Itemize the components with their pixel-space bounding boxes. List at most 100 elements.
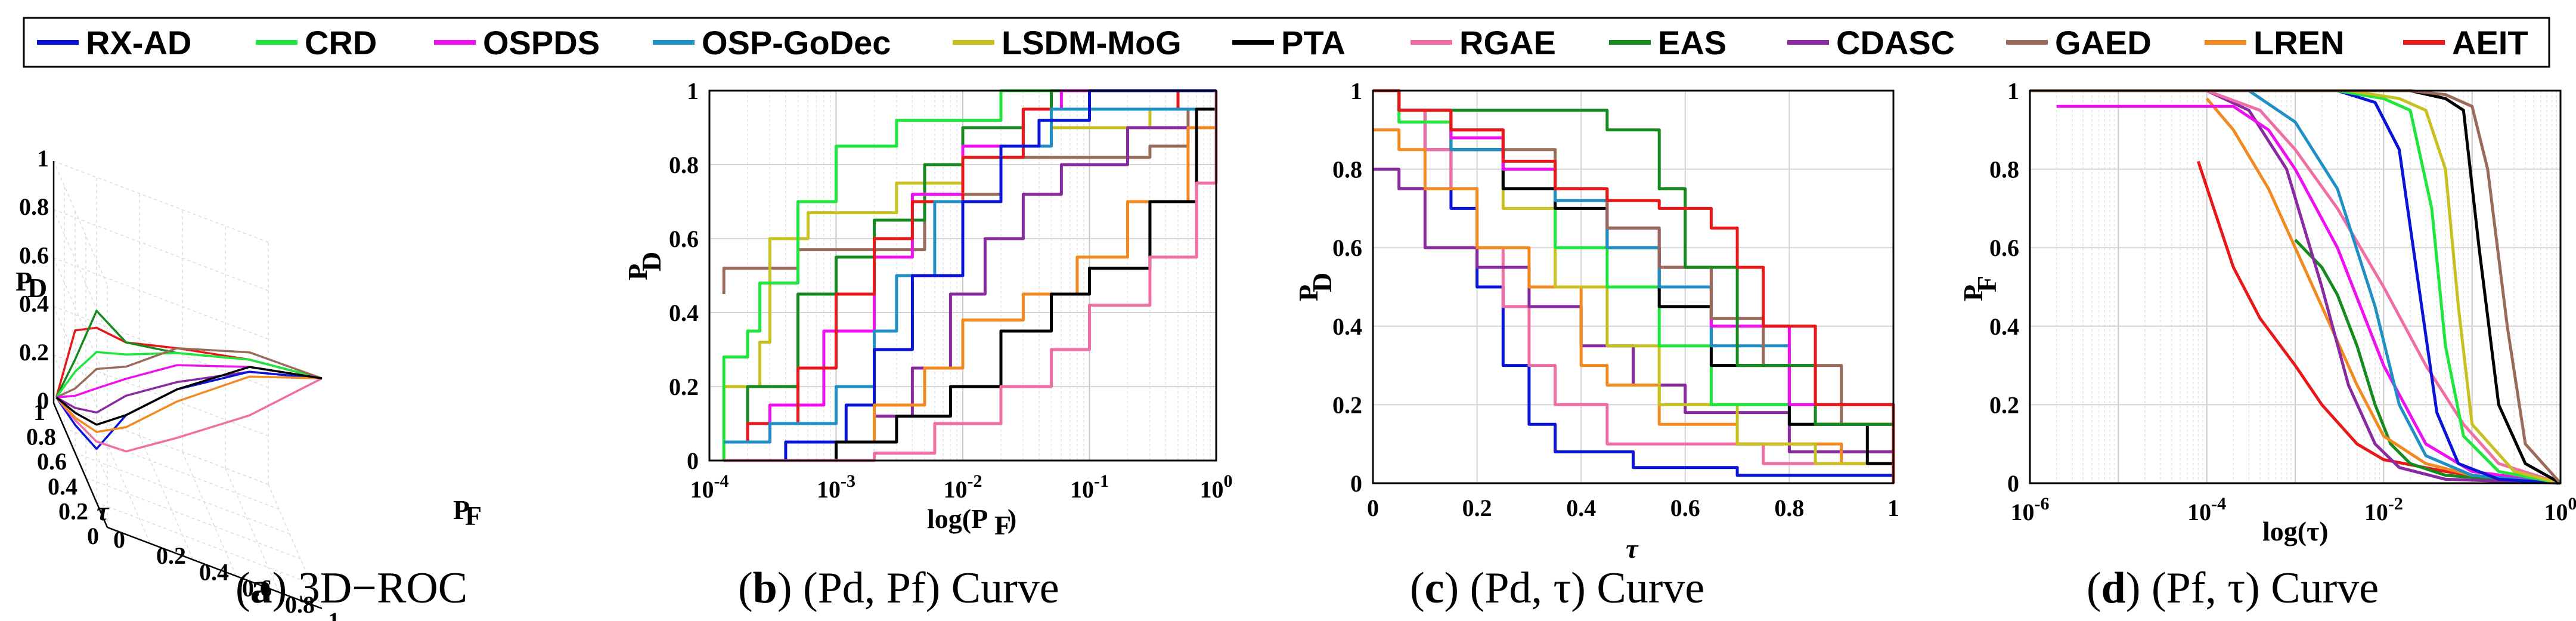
z-tick-label: 0 <box>37 387 49 414</box>
svg-text:D: D <box>636 252 667 271</box>
y-tick-label: 0.2 <box>1989 391 2019 418</box>
pf-tick-label: 1 <box>328 607 340 621</box>
tick-label: 10-3 <box>817 471 855 503</box>
legend-label: PTA <box>1281 24 1346 61</box>
tau-tick-label: 0 <box>87 523 99 549</box>
d-ticks: 0 0.2 0.4 0.6 0.8 1 10-6 10-4 10-2 100 <box>1989 78 2576 526</box>
legend: RX-AD CRD OSPDS OSP-GoDec LSDM-MoG PTA RGAE EAS… <box>23 17 2550 68</box>
d-series <box>2030 89 2562 485</box>
y-tick-label: 0.6 <box>1332 234 1362 261</box>
gridline-3d <box>53 258 108 382</box>
legend-item-rgae: RGAE <box>1411 24 1556 61</box>
svg-text:P: P <box>1293 285 1323 301</box>
svg-text:F: F <box>465 500 482 531</box>
tau-tick-label: 1 <box>33 398 45 425</box>
ylabel-tau: τ <box>97 496 110 526</box>
z-tick-label: 0.8 <box>19 193 49 220</box>
caption-b: (b) (Pd, Pf) Curve <box>738 564 1059 613</box>
y-tick-label: 0 <box>1350 470 1362 497</box>
d-ylabel: P F <box>1958 276 2002 301</box>
panel-pd-tau: 0 0.2 0.4 0.6 0.8 1 0 0.2 0.4 0.6 0.8 1 P D τ <box>1293 78 1899 564</box>
caption-c: (c) (Pd, τ) Curve <box>1410 564 1704 613</box>
z-tick-label: 0.2 <box>19 339 49 366</box>
tau-tick-label: 0.4 <box>48 473 78 500</box>
legend-label: GAED <box>2055 24 2152 61</box>
svg-text:D: D <box>27 273 47 303</box>
series-line-3d-crd <box>55 351 323 398</box>
gridline-3d <box>53 209 269 291</box>
series-line-rx-ad <box>2030 89 2561 485</box>
legend-item-rx-ad: RX-AD <box>37 24 191 61</box>
svg-text:P: P <box>1958 285 1988 301</box>
y-tick-label: 0 <box>687 447 699 474</box>
x-tick-label: 0.4 <box>1566 495 1596 521</box>
tau-tick-label: 0.8 <box>26 424 56 450</box>
gridline-3d <box>53 160 269 243</box>
tick-label: 100 <box>1200 471 1233 503</box>
legend-item-crd: CRD <box>256 24 377 61</box>
z-tick-label: 0.6 <box>19 242 49 268</box>
svg-text:F: F <box>1971 276 2002 292</box>
gridline-3d <box>85 477 301 560</box>
gridline-3d <box>75 452 290 535</box>
gridline-3d <box>139 435 194 560</box>
legend-item-lren: LREN <box>2205 24 2344 61</box>
tick-label: 10-2 <box>2364 494 2403 526</box>
series-line-3d-rgae <box>55 377 323 453</box>
y-tick-label: 0.8 <box>669 152 699 178</box>
series-line-crd <box>722 89 1216 461</box>
gridline-3d <box>52 403 109 528</box>
tick-label: 100 <box>2544 494 2576 526</box>
panel-3d-roc: 00.20.40.60.8100.20.40.60.8100.20.40.60.… <box>16 145 482 621</box>
c-ticks: 0 0.2 0.4 0.6 0.8 1 0 0.2 0.4 0.6 0.8 1 <box>1332 78 1899 521</box>
svg-text:(a) 3D−ROC: (a) 3D−ROC <box>235 564 467 613</box>
x-tick-label: 1 <box>1887 495 1899 521</box>
y-tick-label: 0.4 <box>1332 313 1362 340</box>
b-ticks: 0 0.2 0.4 0.6 0.8 1 10-4 10-3 10-2 10-1 100 <box>669 78 1233 503</box>
legend-item-osp-godec: OSP-GoDec <box>653 24 891 61</box>
c-axes-frame <box>1372 89 1895 484</box>
gridline-3d <box>53 403 269 485</box>
gridline-3d <box>107 526 323 610</box>
c-series <box>1373 89 1895 483</box>
svg-text:(b) (Pd, Pf) Curve: (b) (Pd, Pf) Curve <box>738 564 1059 613</box>
legend-label: OSPDS <box>483 24 600 61</box>
gridline-3d <box>53 209 108 334</box>
series-line-osp-godec <box>2030 89 2561 485</box>
b-ylabel: P D <box>622 252 667 280</box>
b-series <box>722 89 1218 462</box>
gridline-3d <box>53 257 269 340</box>
series-line-cdasc <box>2206 89 2561 485</box>
pf-tick-label: 0.8 <box>285 591 315 618</box>
legend-item-eas: EAS <box>1609 24 1726 61</box>
y-tick-label: 0.2 <box>1332 391 1362 418</box>
legend-label: RX-AD <box>86 24 191 61</box>
y-tick-label: 0.6 <box>669 225 699 252</box>
gridline-3d <box>268 484 323 609</box>
svg-text:P: P <box>453 495 470 525</box>
series-line-lren <box>2205 97 2561 485</box>
pf-tick-label: 0 <box>113 526 125 553</box>
b-xlabel: log(P F ) <box>927 503 1016 540</box>
d-grid <box>2029 91 2560 483</box>
c-ylabel: P D <box>1293 273 1337 301</box>
zlabel-pd: P D <box>16 266 47 303</box>
tick-label: 10-6 <box>2011 494 2050 526</box>
pf-tick-label: 0.4 <box>199 558 229 585</box>
z-tick-label: 0.4 <box>19 291 49 317</box>
legend-item-gaed: GAED <box>2006 24 2152 61</box>
pf-tick-label: 0.2 <box>156 542 186 569</box>
gridline-3d <box>53 160 108 286</box>
legend-item-lsdm-mog: LSDM-MoG <box>953 24 1182 61</box>
x-tick-label: 0.2 <box>1462 495 1492 521</box>
series-line-crd <box>2030 89 2561 485</box>
panel-pd-pf: 0 0.2 0.4 0.6 0.8 1 10-4 10-3 10-2 10-1 100 P D lo… <box>622 78 1233 540</box>
series-line-aeit <box>1373 89 1895 483</box>
svg-text:log(P: log(P <box>927 503 988 534</box>
gridline-3d <box>53 306 108 431</box>
legend-label: RGAE <box>1459 24 1556 61</box>
y-tick-label: 0 <box>2007 470 2019 497</box>
series-line-rgae <box>724 91 1218 462</box>
y-tick-label: 0.6 <box>1989 234 2019 261</box>
z-tick-label: 1 <box>37 145 49 172</box>
